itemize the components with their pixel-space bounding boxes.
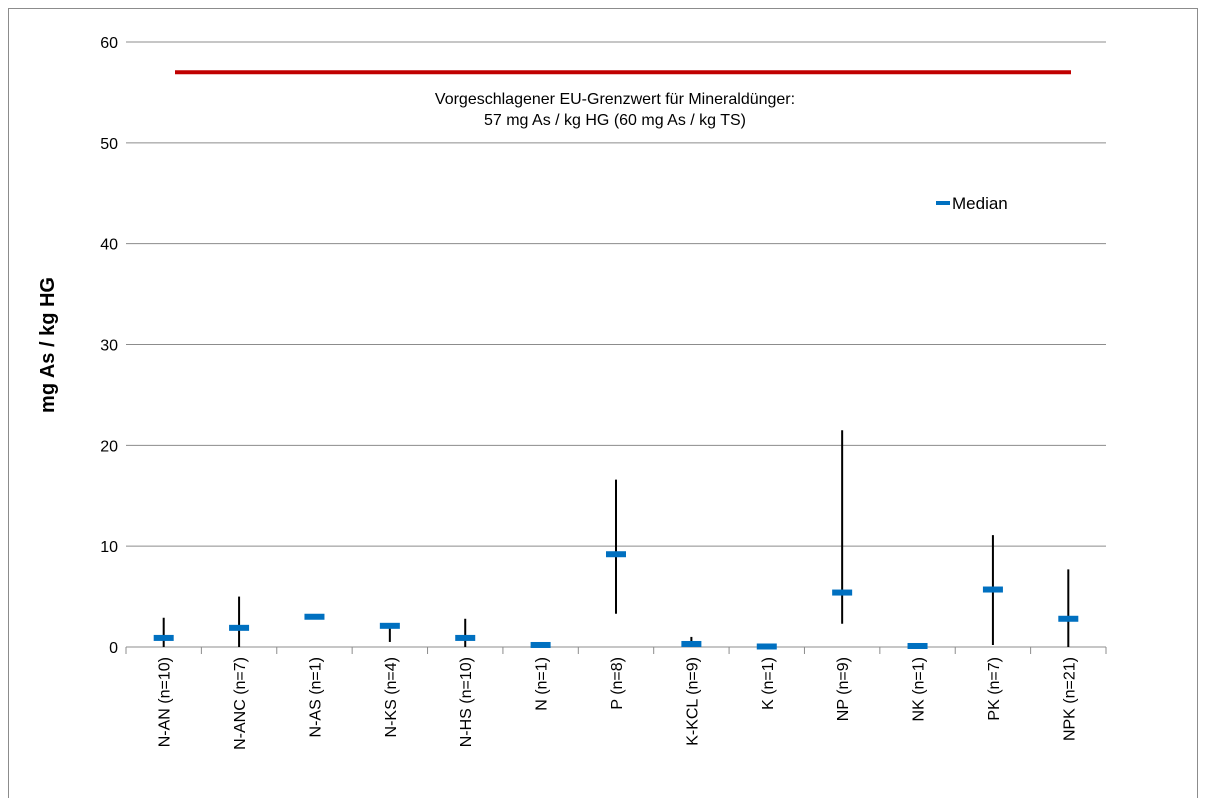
x-category-label: N (n=1) — [534, 657, 551, 711]
x-axis: N-AN (n=10) N-ANC (n=7) N-AS (n=1) N-KS (n=… — [125, 646, 1107, 750]
x-category-label: N-ANC (n=7) — [232, 657, 249, 750]
x-category-label: NK (n=1) — [911, 657, 928, 721]
x-category-label: N-AN (n=10) — [157, 657, 174, 747]
x-category-label: PK (n=7) — [986, 657, 1003, 721]
y-tick-label: 10 — [100, 539, 118, 556]
median-marker — [756, 643, 777, 650]
median-marker — [229, 624, 250, 631]
chart-frame — [8, 8, 1198, 798]
y-axis-ticks: 0 10 20 30 40 50 60 — [100, 35, 118, 657]
median-marker — [304, 613, 325, 620]
y-tick-label: 60 — [100, 35, 118, 52]
y-tick-label: 40 — [100, 237, 118, 254]
eu-limit-label-line1: Vorgeschlagener EU-Grenzwert für Mineral… — [435, 91, 795, 108]
range-lines — [162, 430, 1070, 647]
median-marker — [530, 641, 551, 648]
median-marker — [907, 642, 928, 649]
y-tick-label: 30 — [100, 338, 118, 355]
eu-limit-label-line2: 57 mg As / kg HG (60 mg As / kg TS) — [484, 112, 746, 129]
y-tick-label: 20 — [100, 438, 118, 455]
x-category-label: K-KCL (n=9) — [684, 657, 701, 746]
legend: Median — [936, 194, 1008, 213]
x-category-label: N-KS (n=4) — [383, 657, 400, 737]
median-markers — [153, 551, 1079, 650]
legend-median-label: Median — [952, 194, 1008, 213]
x-category-label: N-HS (n=10) — [458, 657, 475, 747]
x-category-label: N-AS (n=1) — [307, 657, 324, 737]
legend-median-swatch — [936, 201, 950, 205]
y-tick-label: 0 — [109, 640, 118, 657]
median-marker — [153, 634, 174, 641]
median-marker — [832, 589, 853, 596]
x-category-label: NPK (n=21) — [1061, 657, 1078, 741]
x-category-label: P (n=8) — [609, 657, 626, 710]
median-marker — [681, 640, 702, 647]
x-category-label: K (n=1) — [760, 657, 777, 710]
y-axis-label: mg As / kg HG — [37, 277, 59, 413]
median-marker — [379, 622, 400, 629]
reference-line-group: Vorgeschlagener EU-Grenzwert für Mineral… — [175, 70, 1071, 129]
gridlines — [126, 41, 1106, 547]
y-tick-label: 50 — [100, 136, 118, 153]
x-category-label: NP (n=9) — [835, 657, 852, 721]
median-marker — [606, 551, 626, 558]
median-marker — [1058, 615, 1079, 622]
median-marker — [982, 586, 1003, 593]
median-marker — [455, 634, 476, 641]
